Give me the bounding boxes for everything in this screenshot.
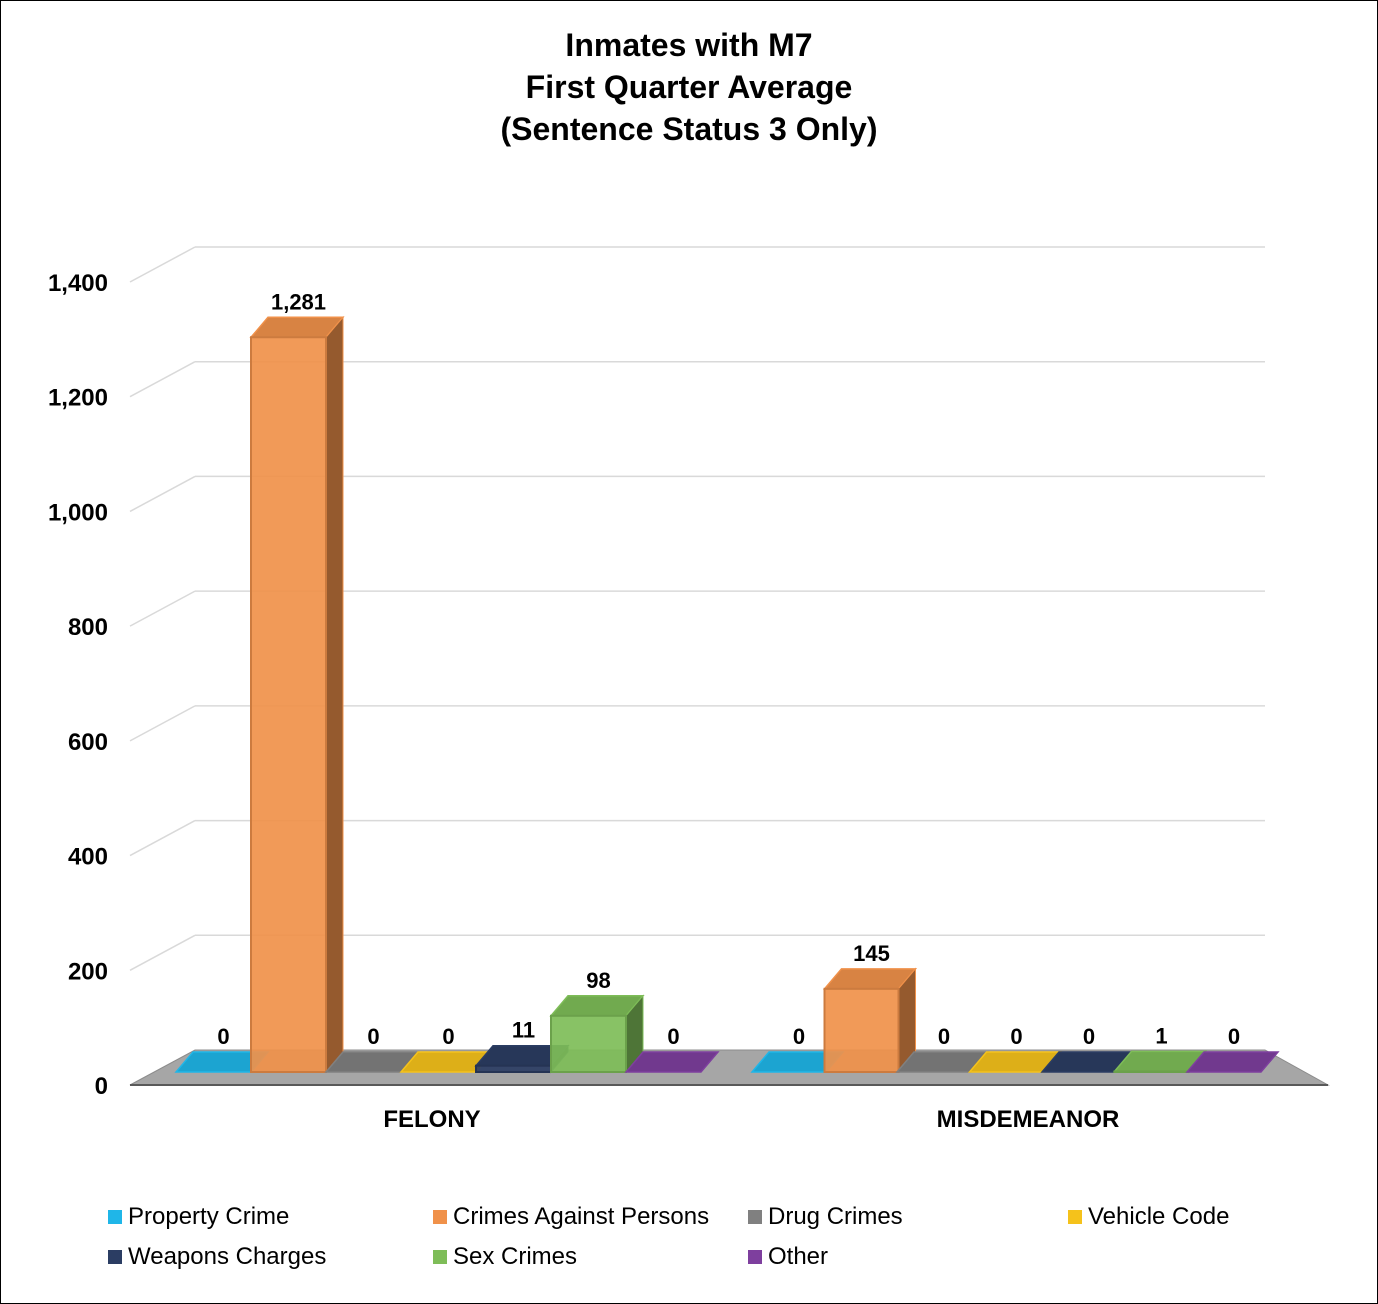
y-tick-label: 1,000: [48, 499, 108, 526]
data-label: 0: [1083, 1024, 1095, 1049]
gridline-depth: [129, 361, 196, 398]
data-label: 145: [853, 941, 890, 966]
bar: [250, 336, 327, 1073]
bar: [475, 1064, 552, 1073]
legend-swatch: [1068, 1210, 1082, 1224]
y-tick-label: 600: [68, 729, 108, 756]
y-tick-label: 400: [68, 844, 108, 871]
data-label: 1,281: [271, 289, 326, 314]
data-label: 0: [793, 1024, 805, 1049]
data-label: 11: [512, 1018, 535, 1043]
legend-swatch: [108, 1210, 122, 1224]
data-label: 0: [217, 1024, 229, 1049]
legend-label: Weapons Charges: [128, 1243, 327, 1270]
legend-label: Property Crime: [128, 1203, 290, 1230]
bar-top: [624, 1051, 720, 1073]
legend-swatch: [433, 1210, 447, 1224]
legend-item: Sex Crimes: [433, 1243, 577, 1271]
data-label: 98: [586, 968, 610, 993]
legend-item: Weapons Charges: [108, 1243, 326, 1271]
y-tick-label: 1,400: [48, 270, 108, 297]
y-tick-label: 800: [68, 614, 108, 641]
data-label: 0: [367, 1024, 379, 1049]
data-label: 0: [1228, 1024, 1240, 1049]
chart-title-line-3: (Sentence Status 3 Only): [500, 111, 878, 147]
legend-label: Vehicle Code: [1088, 1203, 1230, 1230]
chart-title-line-2: First Quarter Average: [525, 69, 853, 105]
data-label: 0: [667, 1024, 679, 1049]
legend-label: Other: [768, 1243, 829, 1270]
legend-label: Drug Crimes: [768, 1203, 903, 1230]
x-category-label: FELONY: [383, 1106, 480, 1133]
data-label: 1: [1155, 1023, 1167, 1048]
gridline-depth: [129, 590, 196, 627]
gridline-depth: [129, 934, 196, 971]
bar-side: [325, 315, 344, 1074]
legend-item: Vehicle Code: [1068, 1203, 1229, 1231]
x-category-label: MISDEMEANOR: [937, 1106, 1120, 1133]
legend-item: Drug Crimes: [748, 1203, 903, 1231]
bar: [1113, 1070, 1190, 1073]
legend-item: Other: [748, 1243, 828, 1271]
legend-swatch: [108, 1250, 122, 1264]
data-label: 0: [442, 1024, 454, 1049]
bar: [550, 1014, 627, 1073]
legend-swatch: [748, 1250, 762, 1264]
gridline-depth: [129, 705, 196, 742]
gridline-depth: [129, 819, 196, 857]
gridline-depth: [129, 246, 196, 283]
y-tick-label: 200: [68, 958, 108, 985]
legend-label: Crimes Against Persons: [453, 1203, 710, 1230]
bar-top: [1185, 1051, 1280, 1073]
data-label: 0: [938, 1024, 950, 1049]
legend-item: Crimes Against Persons: [433, 1203, 709, 1231]
legend-item: Property Crime: [108, 1203, 289, 1231]
bar: [823, 987, 900, 1074]
gridline-depth: [129, 475, 196, 513]
y-tick-label: 1,200: [48, 385, 108, 412]
y-tick-label: 0: [95, 1073, 108, 1100]
data-label: 0: [1010, 1024, 1022, 1049]
legend-swatch: [433, 1250, 447, 1264]
bar-chart: 0 200 400 600 800 1,000 1,200 1,400 FELONY 0 1,281…: [48, 246, 1330, 1133]
legend-label: Sex Crimes: [453, 1243, 578, 1270]
chart-title-line-1: Inmates with M7: [565, 27, 813, 63]
legend-swatch: [748, 1210, 762, 1224]
